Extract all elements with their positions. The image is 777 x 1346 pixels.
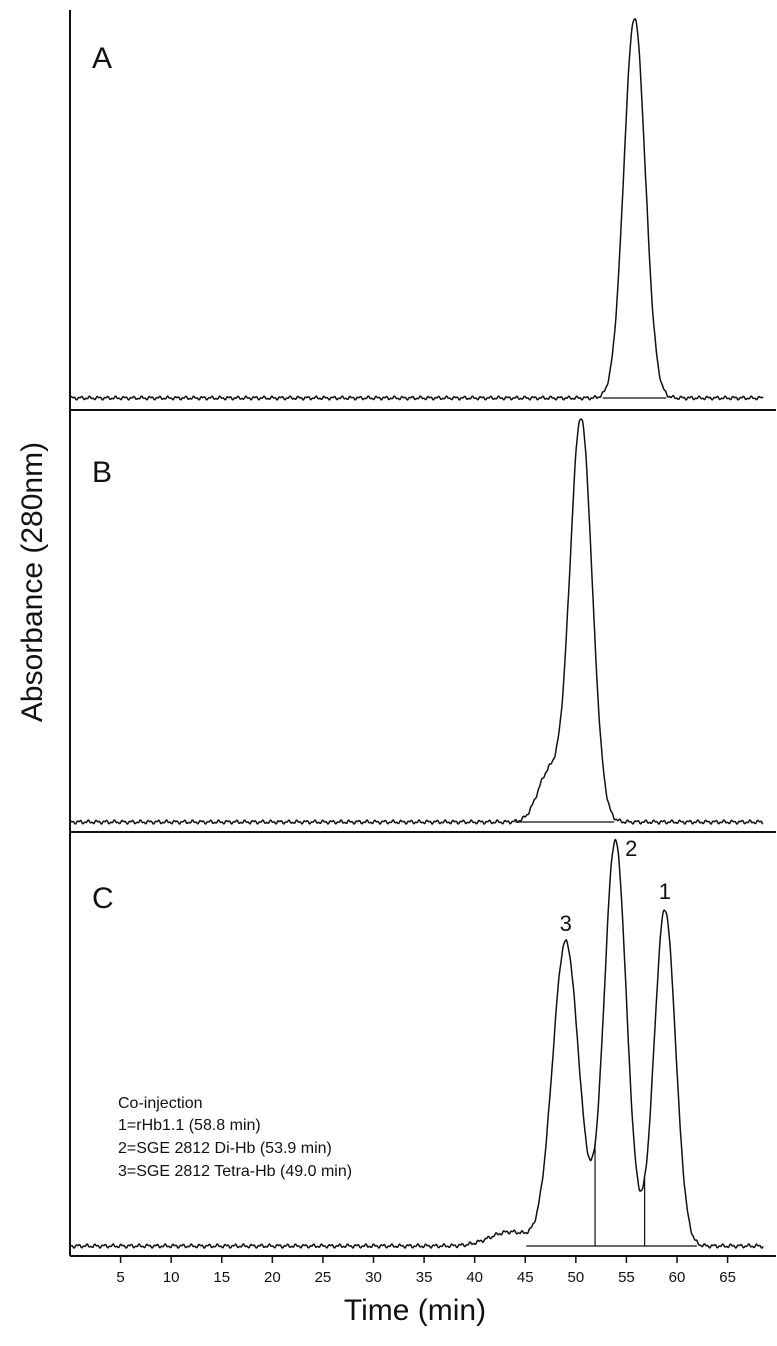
x-tick-label-40: 40 (466, 1269, 483, 1286)
trace-panel-a (69, 18, 764, 401)
legend-line-2: 2=SGE 2812 Di-Hb (53.9 min) (118, 1140, 332, 1157)
x-tick-label-60: 60 (669, 1269, 686, 1286)
panel-label-a: A (92, 42, 112, 75)
panel-label-b: B (92, 456, 112, 489)
axes (69, 10, 776, 1257)
legend-line-title: Co-injection (118, 1095, 202, 1112)
peak-label-1: 1 (659, 879, 671, 904)
x-tick-label-10: 10 (163, 1269, 180, 1286)
panel-a: A (69, 18, 764, 401)
x-tick-label-45: 45 (517, 1269, 534, 1286)
panel-label-c: C (92, 882, 114, 915)
panel-b: B (69, 418, 764, 825)
x-tick-label-50: 50 (567, 1269, 584, 1286)
panel-c: C Co-injection 1=rHb1.1 (58.8 min) 2=SGE… (69, 836, 764, 1249)
x-tick-label-5: 5 (116, 1269, 124, 1286)
x-tick-label-55: 55 (618, 1269, 635, 1286)
x-tick-label-20: 20 (264, 1269, 281, 1286)
x-tick-label-25: 25 (315, 1269, 332, 1286)
x-axis-title: Time (min) (344, 1294, 486, 1327)
x-tick-label-15: 15 (213, 1269, 230, 1286)
x-axis-ticks: 5 10 15 20 25 30 35 40 45 50 55 60 65 (116, 1256, 736, 1286)
peak-label-2: 2 (625, 836, 637, 861)
y-axis-title: Absorbance (280nm) (16, 442, 49, 722)
x-tick-label-30: 30 (365, 1269, 382, 1286)
peak-label-3: 3 (560, 911, 572, 936)
legend-line-1: 1=rHb1.1 (58.8 min) (118, 1117, 261, 1134)
trace-panel-b (69, 418, 764, 825)
legend: Co-injection 1=rHb1.1 (58.8 min) 2=SGE 2… (118, 1095, 352, 1180)
legend-line-3: 3=SGE 2812 Tetra-Hb (49.0 min) (118, 1163, 352, 1180)
trace-panel-c (69, 838, 764, 1249)
x-tick-label-35: 35 (416, 1269, 433, 1286)
x-tick-label-65: 65 (719, 1269, 736, 1286)
